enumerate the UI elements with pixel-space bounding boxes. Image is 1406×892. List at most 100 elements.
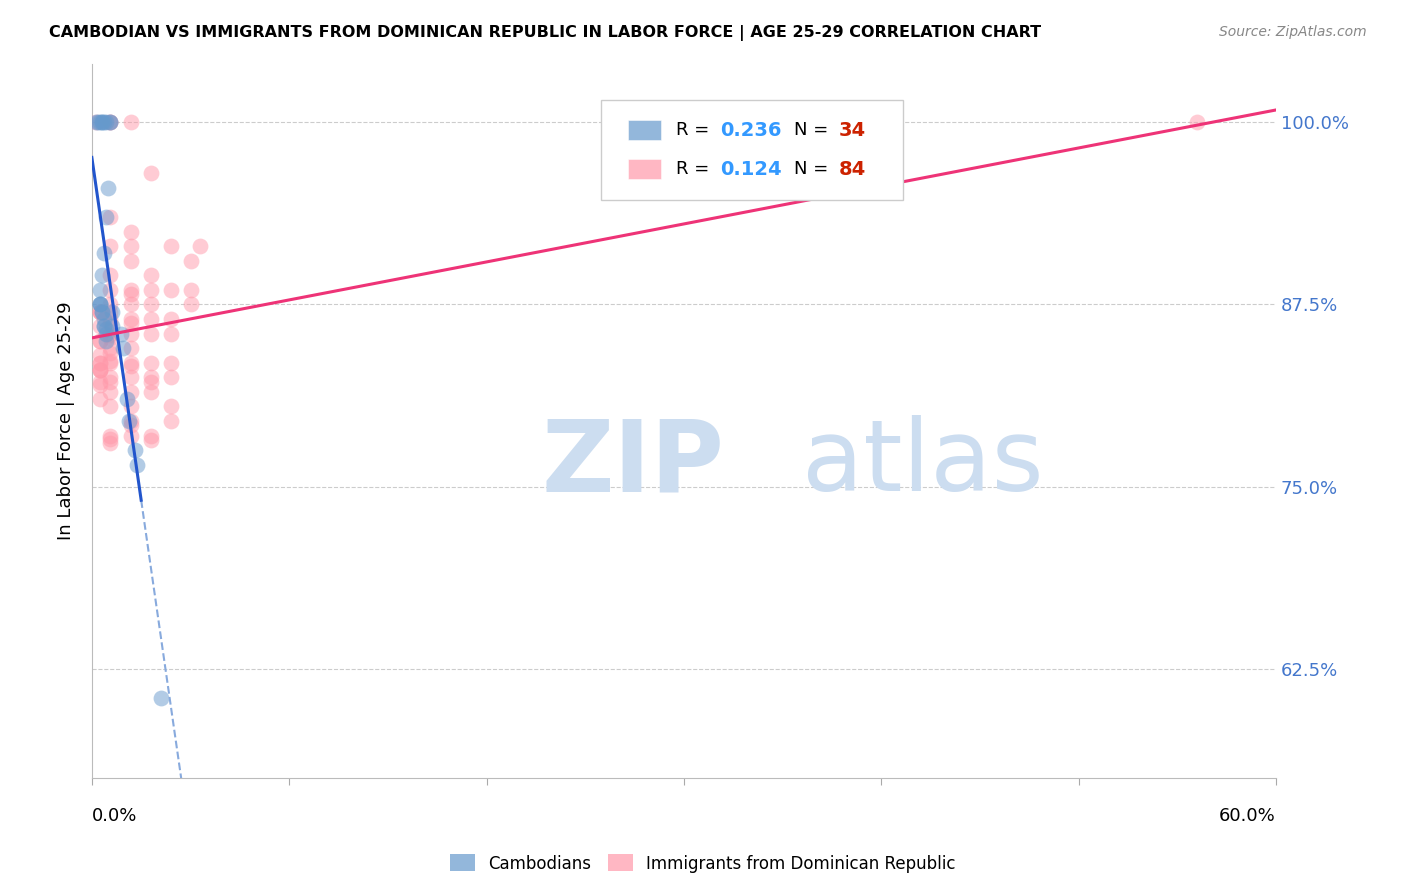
Point <box>98 432 121 446</box>
Point <box>139 428 162 442</box>
Point <box>98 115 121 129</box>
Point <box>1185 115 1208 129</box>
Point <box>120 359 142 373</box>
Text: R =: R = <box>676 160 714 178</box>
Point <box>159 312 181 326</box>
Point <box>120 312 142 326</box>
Point <box>90 305 112 319</box>
Y-axis label: In Labor Force | Age 25-29: In Labor Force | Age 25-29 <box>58 301 75 541</box>
Point <box>98 400 121 414</box>
Point <box>89 349 111 363</box>
Point <box>94 115 117 129</box>
Point <box>89 356 111 370</box>
Point <box>120 297 142 311</box>
Point <box>120 317 142 331</box>
Point <box>120 287 142 301</box>
Text: 34: 34 <box>839 121 866 140</box>
Point <box>180 253 202 268</box>
Point <box>94 326 117 341</box>
Point <box>139 283 162 297</box>
Text: N =: N = <box>794 121 834 139</box>
Point <box>120 418 142 433</box>
Point <box>89 283 111 297</box>
Point <box>97 181 120 195</box>
Point <box>124 443 146 458</box>
Text: 0.236: 0.236 <box>721 121 782 140</box>
Point <box>93 246 115 260</box>
Point <box>90 305 112 319</box>
Point <box>87 115 110 129</box>
Point <box>90 115 112 129</box>
Point <box>89 377 111 392</box>
Point <box>139 297 162 311</box>
Point <box>89 115 111 129</box>
Point <box>98 210 121 224</box>
Point <box>120 225 142 239</box>
Point <box>120 115 142 129</box>
Point <box>139 370 162 384</box>
Point <box>98 115 121 129</box>
Point <box>120 341 142 355</box>
Text: 84: 84 <box>839 160 866 178</box>
Point <box>180 283 202 297</box>
Point <box>159 400 181 414</box>
Point <box>139 312 162 326</box>
Point <box>93 312 115 326</box>
Point <box>89 334 111 348</box>
Point <box>98 428 121 442</box>
Point <box>120 384 142 399</box>
Point <box>120 253 142 268</box>
Text: atlas: atlas <box>803 416 1043 512</box>
Point <box>89 305 111 319</box>
Point <box>89 305 111 319</box>
Point <box>93 319 115 334</box>
Point <box>110 326 132 341</box>
Point <box>89 375 111 389</box>
Point <box>159 370 181 384</box>
Point <box>89 297 111 311</box>
Point <box>139 268 162 283</box>
Bar <box>628 159 661 179</box>
Point <box>139 356 162 370</box>
Point <box>117 392 139 407</box>
Point <box>139 384 162 399</box>
Text: Source: ZipAtlas.com: Source: ZipAtlas.com <box>1219 25 1367 39</box>
Point <box>89 305 111 319</box>
Point <box>89 319 111 334</box>
Point <box>98 239 121 253</box>
Point <box>98 384 121 399</box>
Point <box>89 297 111 311</box>
Point <box>120 239 142 253</box>
Point <box>159 414 181 428</box>
Point <box>93 115 115 129</box>
Point <box>190 239 212 253</box>
Point <box>98 354 121 368</box>
Point <box>120 283 142 297</box>
Point <box>84 115 107 129</box>
Point <box>93 319 115 334</box>
Point <box>118 414 141 428</box>
Point <box>89 297 111 311</box>
Point <box>112 341 135 355</box>
Text: ZIP: ZIP <box>541 416 724 512</box>
Point <box>139 375 162 389</box>
Point <box>100 305 122 319</box>
Point <box>120 356 142 370</box>
Point <box>98 341 121 355</box>
Point <box>94 322 117 336</box>
Point <box>89 363 111 377</box>
Point <box>127 458 149 472</box>
Point <box>120 414 142 428</box>
Point <box>90 268 112 283</box>
Point <box>98 317 121 331</box>
Point <box>90 115 112 129</box>
Point <box>120 400 142 414</box>
Point <box>98 345 121 359</box>
Point <box>94 334 117 348</box>
Point <box>159 239 181 253</box>
Point <box>159 356 181 370</box>
Point <box>98 283 121 297</box>
Point <box>89 363 111 377</box>
Point <box>89 334 111 348</box>
Point <box>98 115 121 129</box>
